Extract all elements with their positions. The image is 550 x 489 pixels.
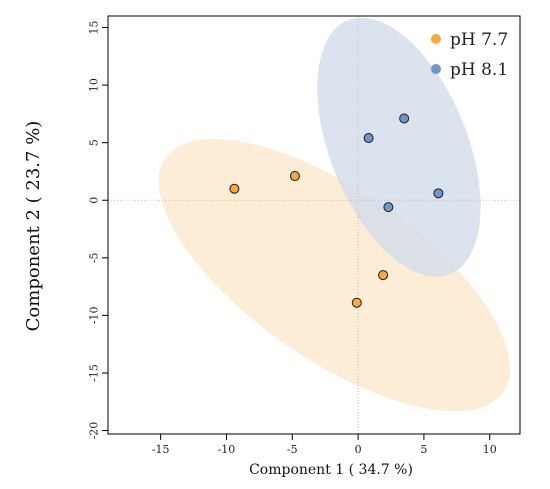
point-series-2-3 [433,188,444,199]
y-tick-label: 15 [88,21,101,35]
y-tick-label: -20 [88,422,101,440]
y-tick-label: 5 [88,139,101,146]
ellipse-series-1 [158,138,511,412]
reference-lines [108,16,520,434]
x-tick-label: 5 [420,443,427,456]
x-tick-label: -10 [218,443,236,456]
point-series-2-1 [399,113,410,124]
x-axis-title: Component 1 ( 34.7 %) [249,462,413,478]
y-tick-label: 0 [88,197,101,204]
y-axis-title: Component 2 ( 23.7 %) [23,121,44,332]
y-tick-label: -10 [88,307,101,325]
point-series-1-3 [378,270,389,281]
legend-marker-1 [431,34,441,44]
y-tick-label: 10 [88,78,101,92]
x-tick-label: -15 [152,443,170,456]
point-series-1-4 [351,297,362,308]
x-axis: -15 -10 -5 0 5 10 [152,433,497,456]
point-series-1-1 [229,183,240,194]
legend-label-2: pH 8.1 [450,60,508,80]
point-series-2-2 [363,133,374,144]
x-tick-label: 0 [355,443,362,456]
y-axis: -20 -15 -10 -5 0 5 10 15 [88,21,109,440]
legend-label-1: pH 7.7 [450,30,508,50]
x-tick-label: -5 [287,443,298,456]
y-tick-label: -5 [88,252,101,263]
data-points [229,113,444,308]
legend: pH 7.7 pH 8.1 [431,30,508,80]
legend-marker-2 [431,64,441,74]
point-series-1-2 [289,171,300,182]
point-series-2-4 [383,202,394,213]
x-tick-label: 10 [483,443,497,456]
y-tick-label: -15 [88,364,101,382]
